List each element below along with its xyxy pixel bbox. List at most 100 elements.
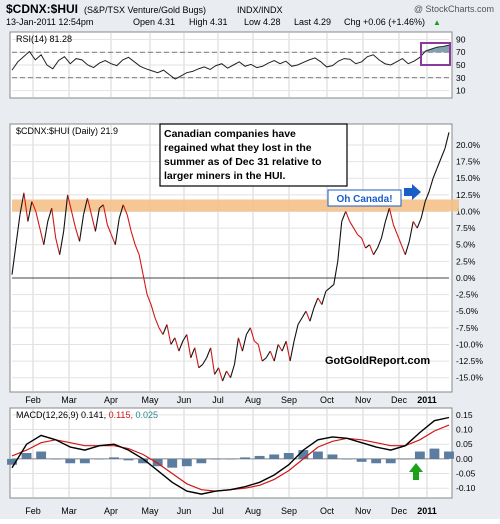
price-segment bbox=[162, 324, 168, 335]
price-segment bbox=[67, 194, 73, 212]
price-tick-label: -10.0% bbox=[456, 339, 483, 349]
price-segment bbox=[75, 227, 81, 242]
macd-histogram-bar bbox=[429, 448, 440, 459]
price-segment bbox=[269, 350, 275, 362]
price-segment bbox=[277, 344, 283, 352]
price-segment bbox=[99, 204, 104, 209]
price-tick-label: 15.0% bbox=[456, 173, 481, 183]
price-segment bbox=[357, 234, 362, 239]
price-segment bbox=[166, 324, 172, 345]
price-segment bbox=[206, 347, 212, 358]
annotation-box: Canadian companies have regained what th… bbox=[159, 123, 348, 187]
price-segment bbox=[313, 297, 319, 309]
price-segment bbox=[297, 317, 303, 325]
macd-line bbox=[11, 416, 450, 495]
price-segment bbox=[63, 194, 69, 232]
histogram-value: 0.025 bbox=[135, 410, 158, 420]
macd-histogram-bar bbox=[444, 451, 454, 459]
price-segment bbox=[241, 334, 247, 352]
exchange-label: INDX/INDX bbox=[237, 5, 283, 15]
macd-histogram-bar bbox=[181, 458, 192, 467]
price-segment bbox=[134, 244, 140, 255]
macd-histogram-bar bbox=[21, 453, 32, 459]
price-segment bbox=[369, 244, 375, 255]
price-segment bbox=[289, 341, 295, 362]
macd-histogram-bar bbox=[210, 458, 221, 460]
month-label-bottom: May bbox=[141, 506, 159, 516]
price-segment bbox=[86, 198, 92, 215]
rsi-tick-label: 30 bbox=[456, 73, 466, 83]
price-segment bbox=[428, 178, 434, 192]
price-segment bbox=[110, 234, 116, 245]
price-segment bbox=[194, 347, 200, 368]
price-segment bbox=[301, 310, 307, 319]
month-label: May bbox=[141, 395, 159, 405]
price-segment bbox=[43, 221, 49, 245]
price-segment bbox=[388, 207, 394, 225]
macd-tick-label: -0.10 bbox=[456, 483, 476, 493]
oh-canada-callout: Oh Canada! bbox=[327, 184, 421, 207]
open-value: Open 4.31 bbox=[133, 17, 175, 27]
macd-histogram-bar bbox=[254, 455, 265, 459]
price-segment bbox=[380, 221, 386, 239]
month-label: Dec bbox=[391, 395, 408, 405]
annotation-line-4: larger miners in the HUI. bbox=[164, 170, 285, 182]
price-segment bbox=[202, 357, 208, 365]
price-segment bbox=[349, 221, 355, 229]
price-panel: 20.0% 17.5% 15.0% 12.5% 10.0% 7.5% 5.0% 2.5% 0.0… bbox=[11, 125, 483, 391]
price-segment bbox=[27, 201, 33, 222]
macd-histogram-bar bbox=[356, 458, 367, 462]
rsi-tick-label: 10 bbox=[456, 86, 466, 96]
price-tick-label: 17.5% bbox=[456, 157, 481, 167]
price-segment bbox=[376, 237, 382, 249]
price-segment bbox=[361, 237, 367, 249]
macd-histogram-bar bbox=[414, 451, 425, 459]
macd-histogram-bar bbox=[152, 458, 163, 467]
price-segment bbox=[408, 221, 414, 242]
chart-header: $CDNX:$HUI (S&P/TSX Venture/Gold Bugs) I… bbox=[6, 2, 494, 27]
rsi-highlight-box bbox=[420, 42, 451, 66]
rsi-tick-label: 70 bbox=[456, 47, 466, 57]
price-segment bbox=[154, 317, 160, 329]
price-segment bbox=[233, 337, 239, 365]
price-segment bbox=[317, 297, 323, 305]
price-segment bbox=[15, 214, 21, 245]
price-segment bbox=[114, 218, 120, 245]
price-segment bbox=[47, 207, 53, 222]
price-segment bbox=[281, 340, 287, 352]
macd-histogram-bar bbox=[283, 453, 294, 459]
price-segment bbox=[174, 337, 180, 352]
price-segment bbox=[333, 261, 339, 285]
price-segment bbox=[285, 341, 291, 362]
macd-histogram-bar bbox=[7, 458, 17, 465]
price-segment bbox=[253, 340, 259, 345]
macd-panel: 0.15 0.10 0.05 0.00 -0.05 -0.10 bbox=[7, 409, 476, 497]
price-segment bbox=[90, 214, 96, 232]
price-segment bbox=[384, 207, 390, 222]
price-segment bbox=[51, 208, 57, 239]
rsi-tick-label: 90 bbox=[456, 34, 466, 44]
callout-arrow-icon bbox=[404, 184, 421, 200]
macd-histogram-bar bbox=[385, 458, 396, 464]
price-segment bbox=[19, 192, 25, 215]
rsi-line bbox=[11, 44, 450, 80]
price-tick-label: 20.0% bbox=[456, 140, 481, 150]
change-up-arrow-icon: ▲ bbox=[433, 18, 441, 27]
change-value: Chg +0.06 (+1.46%) bbox=[344, 17, 425, 27]
price-label: $CDNX:$HUI (Daily) 21.9 bbox=[16, 126, 118, 136]
price-segment bbox=[229, 364, 235, 378]
macd-value: 0.141, bbox=[81, 410, 106, 420]
price-segment bbox=[396, 234, 402, 245]
macd-histogram-bar bbox=[167, 458, 178, 468]
macd-panel-frame bbox=[9, 407, 453, 499]
price-segment bbox=[337, 221, 343, 262]
price-tick-label: 5.0% bbox=[456, 240, 476, 250]
price-segment bbox=[245, 327, 251, 335]
macd-tick-label: 0.05 bbox=[456, 439, 473, 449]
macd-histogram-bar bbox=[65, 458, 76, 464]
macd-histogram-bar bbox=[79, 458, 90, 464]
price-tick-label: 10.0% bbox=[456, 206, 481, 216]
month-label-bottom: Jun bbox=[177, 506, 192, 516]
price-segment bbox=[329, 284, 335, 289]
month-label-bottom: Sep bbox=[281, 506, 297, 516]
